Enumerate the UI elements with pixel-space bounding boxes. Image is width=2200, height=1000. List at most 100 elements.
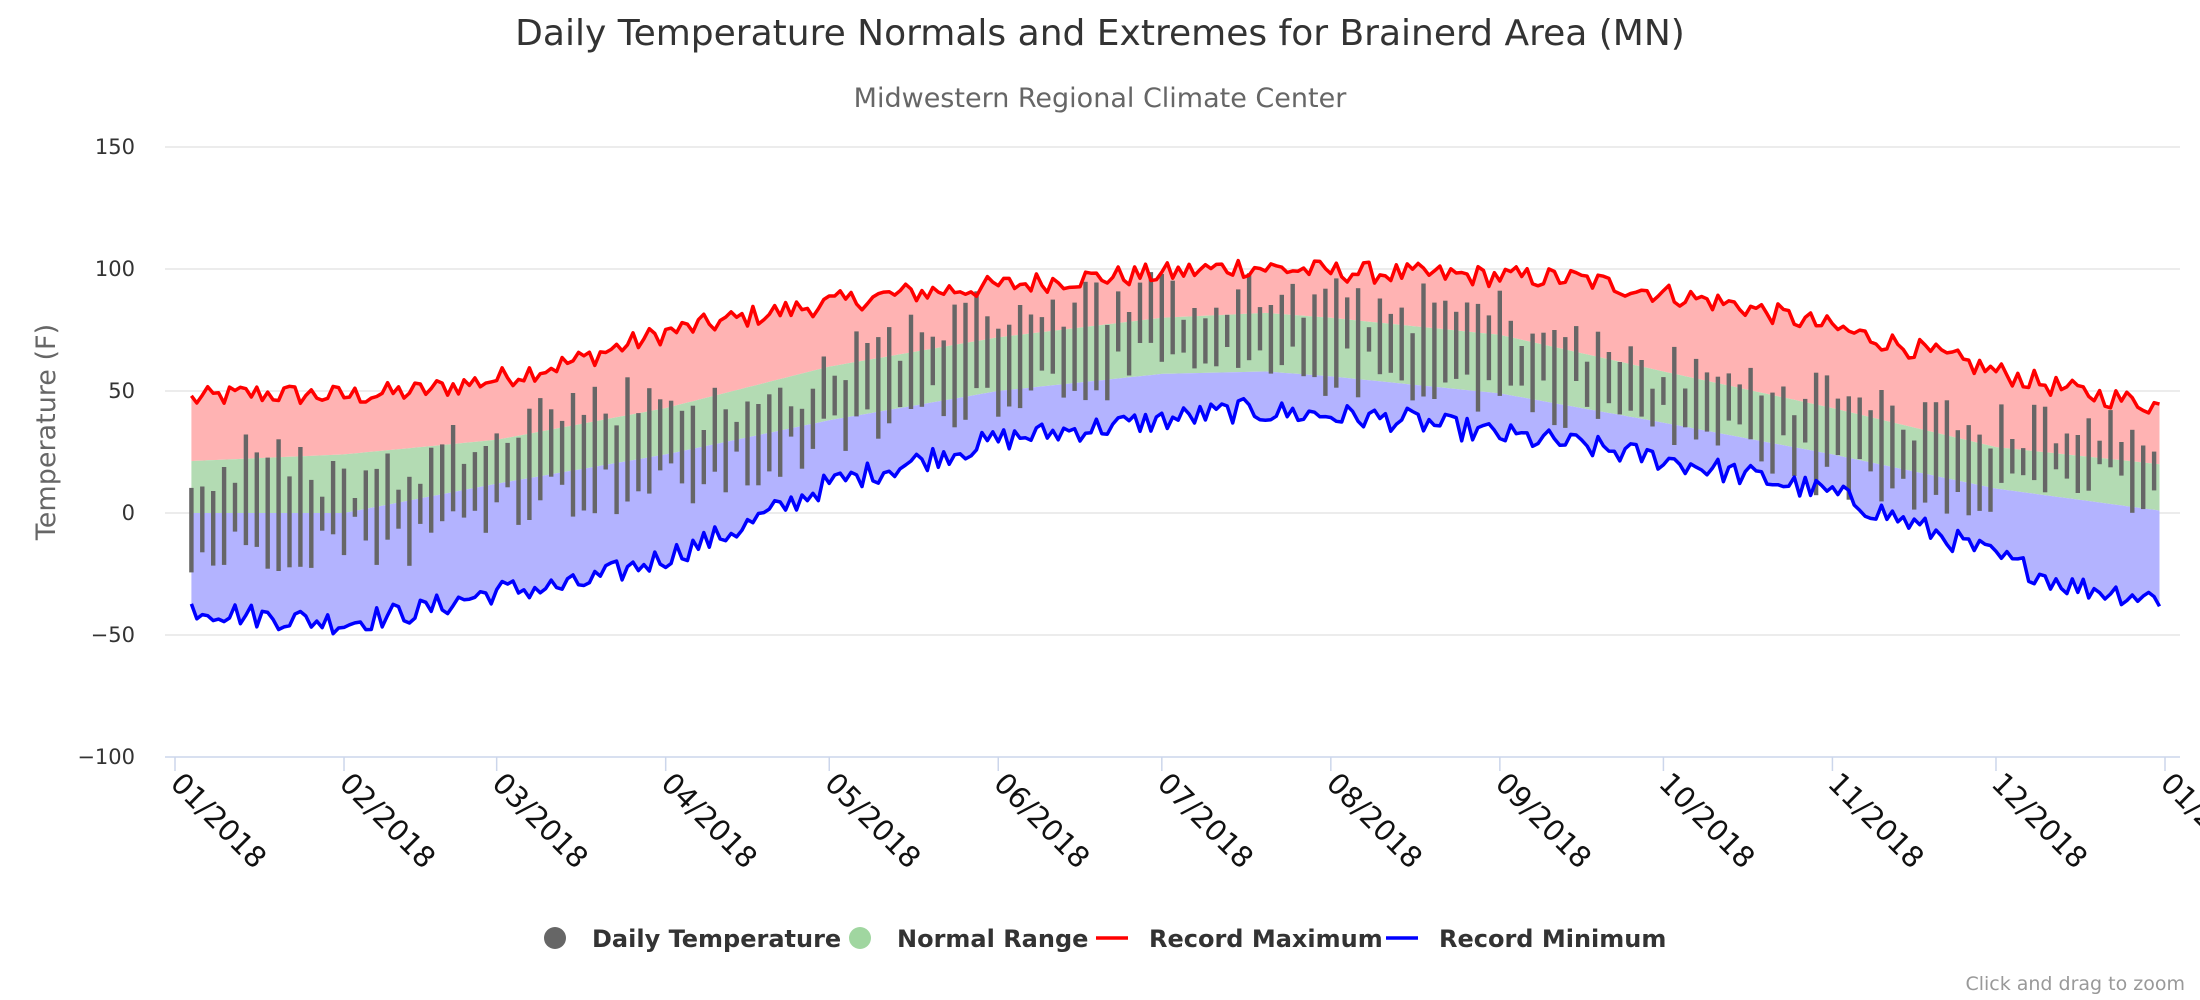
- daily-temperature-bar[interactable]: [2042, 406, 2048, 493]
- daily-temperature-bar[interactable]: [1039, 317, 1045, 371]
- daily-temperature-bar[interactable]: [1639, 360, 1644, 417]
- daily-temperature-bar[interactable]: [930, 336, 935, 386]
- daily-temperature-bar[interactable]: [1661, 377, 1666, 405]
- record-maximum-line[interactable]: [190, 258, 2160, 415]
- daily-temperature-bar[interactable]: [1955, 430, 1960, 492]
- daily-temperature-bar[interactable]: [1432, 302, 1437, 399]
- daily-temperature-bar[interactable]: [2130, 429, 2135, 513]
- daily-temperature-bar[interactable]: [603, 413, 608, 470]
- daily-temperature-bar[interactable]: [1584, 361, 1590, 407]
- daily-temperature-bar[interactable]: [2075, 435, 2080, 493]
- daily-temperature-bar[interactable]: [570, 393, 576, 517]
- daily-temperature-bar[interactable]: [276, 439, 281, 571]
- daily-temperature-bar[interactable]: [1737, 384, 1742, 425]
- daily-temperature-bar[interactable]: [1355, 288, 1361, 398]
- daily-temperature-bar[interactable]: [1617, 362, 1622, 415]
- daily-temperature-bar[interactable]: [309, 479, 314, 568]
- daily-temperature-bar[interactable]: [1530, 333, 1535, 413]
- daily-temperature-bar[interactable]: [1203, 318, 1208, 364]
- daily-temperature-bar[interactable]: [330, 461, 336, 535]
- daily-temperature-bar[interactable]: [625, 377, 630, 502]
- daily-temperature-bar[interactable]: [778, 387, 783, 477]
- daily-temperature-bar[interactable]: [1563, 337, 1568, 428]
- daily-temperature-bar[interactable]: [1017, 305, 1023, 409]
- daily-temperature-bar[interactable]: [2151, 451, 2157, 491]
- daily-temperature-bar[interactable]: [679, 410, 685, 484]
- daily-temperature-bar[interactable]: [1726, 373, 1731, 421]
- daily-temperature-bar[interactable]: [221, 467, 227, 565]
- daily-temperature-bar[interactable]: [985, 316, 990, 388]
- daily-temperature-bar[interactable]: [1137, 282, 1143, 343]
- daily-temperature-bar[interactable]: [1497, 290, 1502, 396]
- daily-temperature-bar[interactable]: [614, 425, 619, 515]
- daily-temperature-bar[interactable]: [658, 399, 663, 471]
- daily-temperature-bar[interactable]: [1628, 346, 1633, 411]
- daily-temperature-bar[interactable]: [1312, 294, 1317, 378]
- daily-temperature-bar[interactable]: [1105, 324, 1110, 401]
- daily-temperature-bar[interactable]: [974, 291, 979, 389]
- daily-temperature-bar[interactable]: [2086, 418, 2091, 491]
- legend[interactable]: Daily Temperature Normal Range Record Maxi…: [544, 925, 1666, 953]
- daily-temperature-bar[interactable]: [1748, 367, 1753, 440]
- daily-temperature-bar[interactable]: [1933, 402, 1939, 495]
- daily-temperature-bar[interactable]: [472, 452, 478, 511]
- daily-temperature-bar[interactable]: [1781, 386, 1786, 436]
- daily-temperature-bar[interactable]: [821, 356, 826, 419]
- daily-temperature-bar[interactable]: [1552, 330, 1557, 426]
- daily-temperature-bar[interactable]: [668, 400, 674, 464]
- daily-temperature-bar[interactable]: [1443, 300, 1448, 383]
- daily-temperature-bar[interactable]: [1944, 400, 1950, 514]
- daily-temperature-bar[interactable]: [1868, 410, 1873, 472]
- daily-temperature-bar[interactable]: [832, 375, 837, 416]
- daily-temperature-bar[interactable]: [723, 409, 728, 493]
- daily-temperature-bar[interactable]: [1693, 358, 1699, 440]
- daily-temperature-bar[interactable]: [592, 386, 597, 514]
- daily-temperature-bar[interactable]: [1323, 288, 1328, 396]
- daily-temperature-bar[interactable]: [1999, 404, 2004, 483]
- daily-temperature-bar[interactable]: [712, 387, 717, 472]
- daily-temperature-bar[interactable]: [919, 332, 925, 407]
- daily-temperature-bar[interactable]: [1399, 307, 1404, 381]
- daily-temperature-bar[interactable]: [450, 425, 456, 512]
- daily-temperature-bar[interactable]: [189, 487, 194, 573]
- daily-temperature-bar[interactable]: [1061, 326, 1066, 398]
- daily-temperature-bar[interactable]: [1007, 324, 1012, 407]
- daily-temperature-bar[interactable]: [1683, 388, 1688, 428]
- daily-temperature-bar[interactable]: [2053, 443, 2059, 470]
- daily-temperature-bar[interactable]: [756, 404, 761, 486]
- legend-item-normal-range[interactable]: Normal Range: [849, 925, 1088, 953]
- daily-temperature-bar[interactable]: [549, 409, 554, 477]
- daily-temperature-bar[interactable]: [1813, 372, 1819, 496]
- daily-temperature-bar[interactable]: [1181, 319, 1186, 353]
- daily-temperature-bar[interactable]: [1704, 372, 1710, 432]
- legend-item-record-minimum[interactable]: Record Minimum: [1386, 925, 1666, 953]
- daily-temperature-bar[interactable]: [1977, 434, 1982, 511]
- daily-temperature-bar[interactable]: [1377, 298, 1383, 375]
- daily-temperature-bar[interactable]: [734, 421, 739, 452]
- daily-temperature-bar[interactable]: [1116, 291, 1121, 352]
- legend-item-record-maximum[interactable]: Record Maximum: [1096, 925, 1383, 953]
- daily-temperature-bar[interactable]: [581, 414, 587, 511]
- daily-temperature-bar[interactable]: [788, 406, 794, 437]
- daily-temperature-bar[interactable]: [1246, 273, 1252, 361]
- daily-temperature-bar[interactable]: [385, 453, 390, 540]
- daily-temperature-bar[interactable]: [1988, 448, 1993, 512]
- daily-temperature-bar[interactable]: [1715, 376, 1721, 446]
- daily-temperature-bar[interactable]: [2108, 410, 2113, 468]
- daily-temperature-bar[interactable]: [636, 413, 641, 492]
- daily-temperature-bar[interactable]: [1966, 425, 1971, 516]
- daily-temperature-bar[interactable]: [505, 442, 510, 488]
- daily-temperature-bar[interactable]: [440, 444, 445, 522]
- daily-temperature-bar[interactable]: [887, 327, 892, 424]
- daily-temperature-bar[interactable]: [1410, 333, 1415, 401]
- daily-temperature-bar[interactable]: [810, 388, 816, 449]
- daily-temperature-bar[interactable]: [1126, 312, 1132, 376]
- daily-temperature-bar[interactable]: [1301, 317, 1306, 377]
- daily-temperature-bar[interactable]: [2064, 433, 2070, 479]
- daily-temperature-bar[interactable]: [265, 457, 270, 569]
- daily-temperature-bar[interactable]: [2032, 404, 2037, 481]
- daily-temperature-bar[interactable]: [494, 433, 499, 503]
- daily-temperature-bar[interactable]: [1257, 307, 1263, 351]
- daily-temperature-bar[interactable]: [1890, 405, 1895, 489]
- daily-temperature-bar[interactable]: [232, 482, 238, 532]
